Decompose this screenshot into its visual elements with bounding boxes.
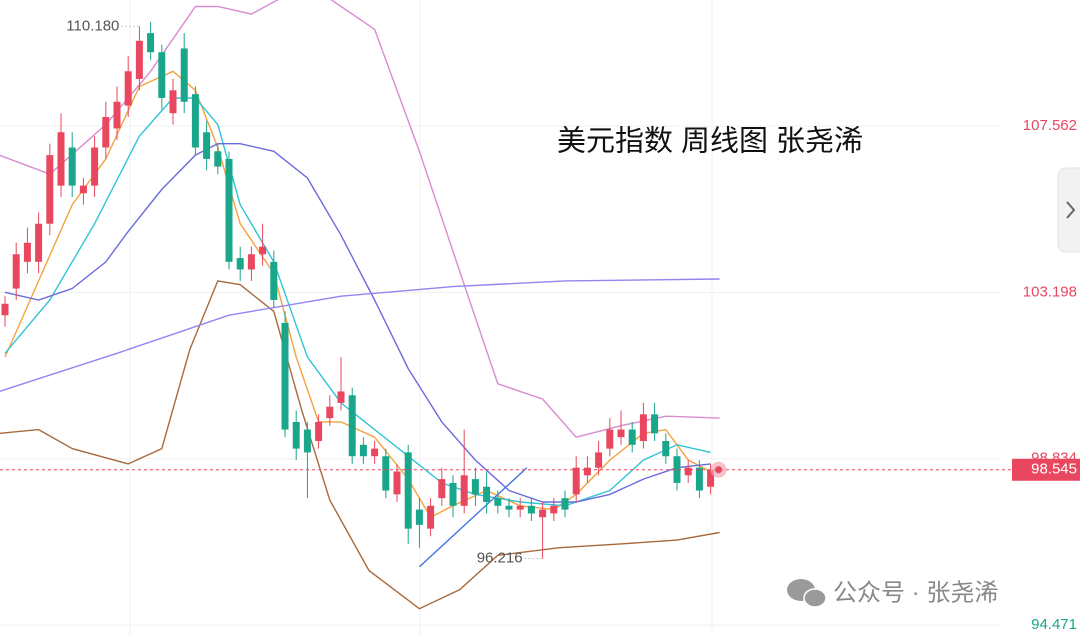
candle-body <box>583 467 591 476</box>
candle-body <box>68 147 76 186</box>
indicator-line <box>4 97 711 507</box>
candle-body <box>236 258 244 270</box>
candle-body <box>606 429 614 449</box>
candle-body <box>225 158 233 262</box>
candle-body <box>12 254 20 289</box>
candle-body <box>203 132 211 159</box>
current-price-box <box>1012 458 1080 481</box>
current-price-dot <box>715 466 723 474</box>
y-tick-label: 94.471 <box>1031 616 1077 633</box>
annotation: 110.180 <box>66 17 119 34</box>
candle-body <box>460 475 468 506</box>
candle-body <box>617 429 625 438</box>
candle-body <box>527 505 535 514</box>
candle-body <box>46 155 54 224</box>
candle-body <box>191 94 199 148</box>
indicator-line <box>0 280 720 610</box>
candle-body <box>348 395 356 457</box>
candle-body <box>483 486 491 502</box>
indicator-line <box>4 70 711 519</box>
candle-body <box>561 498 569 510</box>
annotation: 96.216 <box>477 550 523 567</box>
watermark: 公众号 · 张尧浠 <box>833 579 998 606</box>
candle-body <box>516 505 524 510</box>
candle-body <box>707 469 715 487</box>
candle-body <box>259 246 267 255</box>
candle-body <box>79 185 87 194</box>
candle-body <box>214 151 222 167</box>
candle-body <box>427 505 435 529</box>
grid <box>0 0 1000 635</box>
candle-body <box>415 509 423 525</box>
candle-body <box>371 448 379 457</box>
candle-body <box>337 391 345 403</box>
candle-body <box>102 117 110 148</box>
candle-body <box>180 48 188 102</box>
candle-body <box>539 509 547 518</box>
candle-body <box>382 456 390 491</box>
candle-body <box>695 467 703 491</box>
plot-area <box>0 0 720 610</box>
candle-body <box>651 414 659 434</box>
wechat-icon <box>787 579 827 608</box>
candle-body <box>438 479 446 499</box>
chart-title: 美元指数 周线图 张尧浠 <box>557 125 863 158</box>
candle-body <box>673 456 681 483</box>
candle-body <box>550 505 558 514</box>
y-tick-label: 103.198 <box>1023 283 1077 300</box>
current-price-label: 98.545 <box>1031 461 1077 478</box>
candle-body <box>471 479 479 495</box>
candle-body <box>449 482 457 506</box>
candle-body <box>113 101 121 129</box>
y-tick-label: 107.562 <box>1023 117 1077 134</box>
candle-body <box>326 406 334 419</box>
candle-body <box>135 40 143 79</box>
candle-body <box>595 452 603 468</box>
candle-body <box>281 322 289 430</box>
candle-body <box>639 414 647 441</box>
candle-body <box>57 132 65 186</box>
candle-body <box>1 303 9 316</box>
candle-body <box>494 498 502 506</box>
candle-body <box>35 223 43 262</box>
candle-body <box>684 467 692 476</box>
candle-body <box>393 471 401 495</box>
indicator-line <box>0 278 720 392</box>
candle-body <box>628 429 636 445</box>
candle-body <box>247 254 255 270</box>
candle-body <box>662 440 670 457</box>
indicator-line <box>4 143 711 503</box>
indicator-line <box>0 0 720 438</box>
candle-body <box>359 444 367 457</box>
candle-body <box>169 90 177 114</box>
side-tab[interactable] <box>1057 167 1080 253</box>
candle-body <box>303 429 311 453</box>
candle-body <box>292 421 300 449</box>
candle-body <box>404 452 412 529</box>
candle-body <box>23 242 31 262</box>
candle-body <box>315 421 323 441</box>
candle-body <box>505 505 513 510</box>
candle-body <box>91 147 99 186</box>
candle-body <box>147 33 155 53</box>
candle-body <box>270 261 278 300</box>
candle-body <box>572 467 580 495</box>
trend-line <box>418 467 528 568</box>
candle-body <box>158 52 166 98</box>
candle-body <box>124 71 132 106</box>
